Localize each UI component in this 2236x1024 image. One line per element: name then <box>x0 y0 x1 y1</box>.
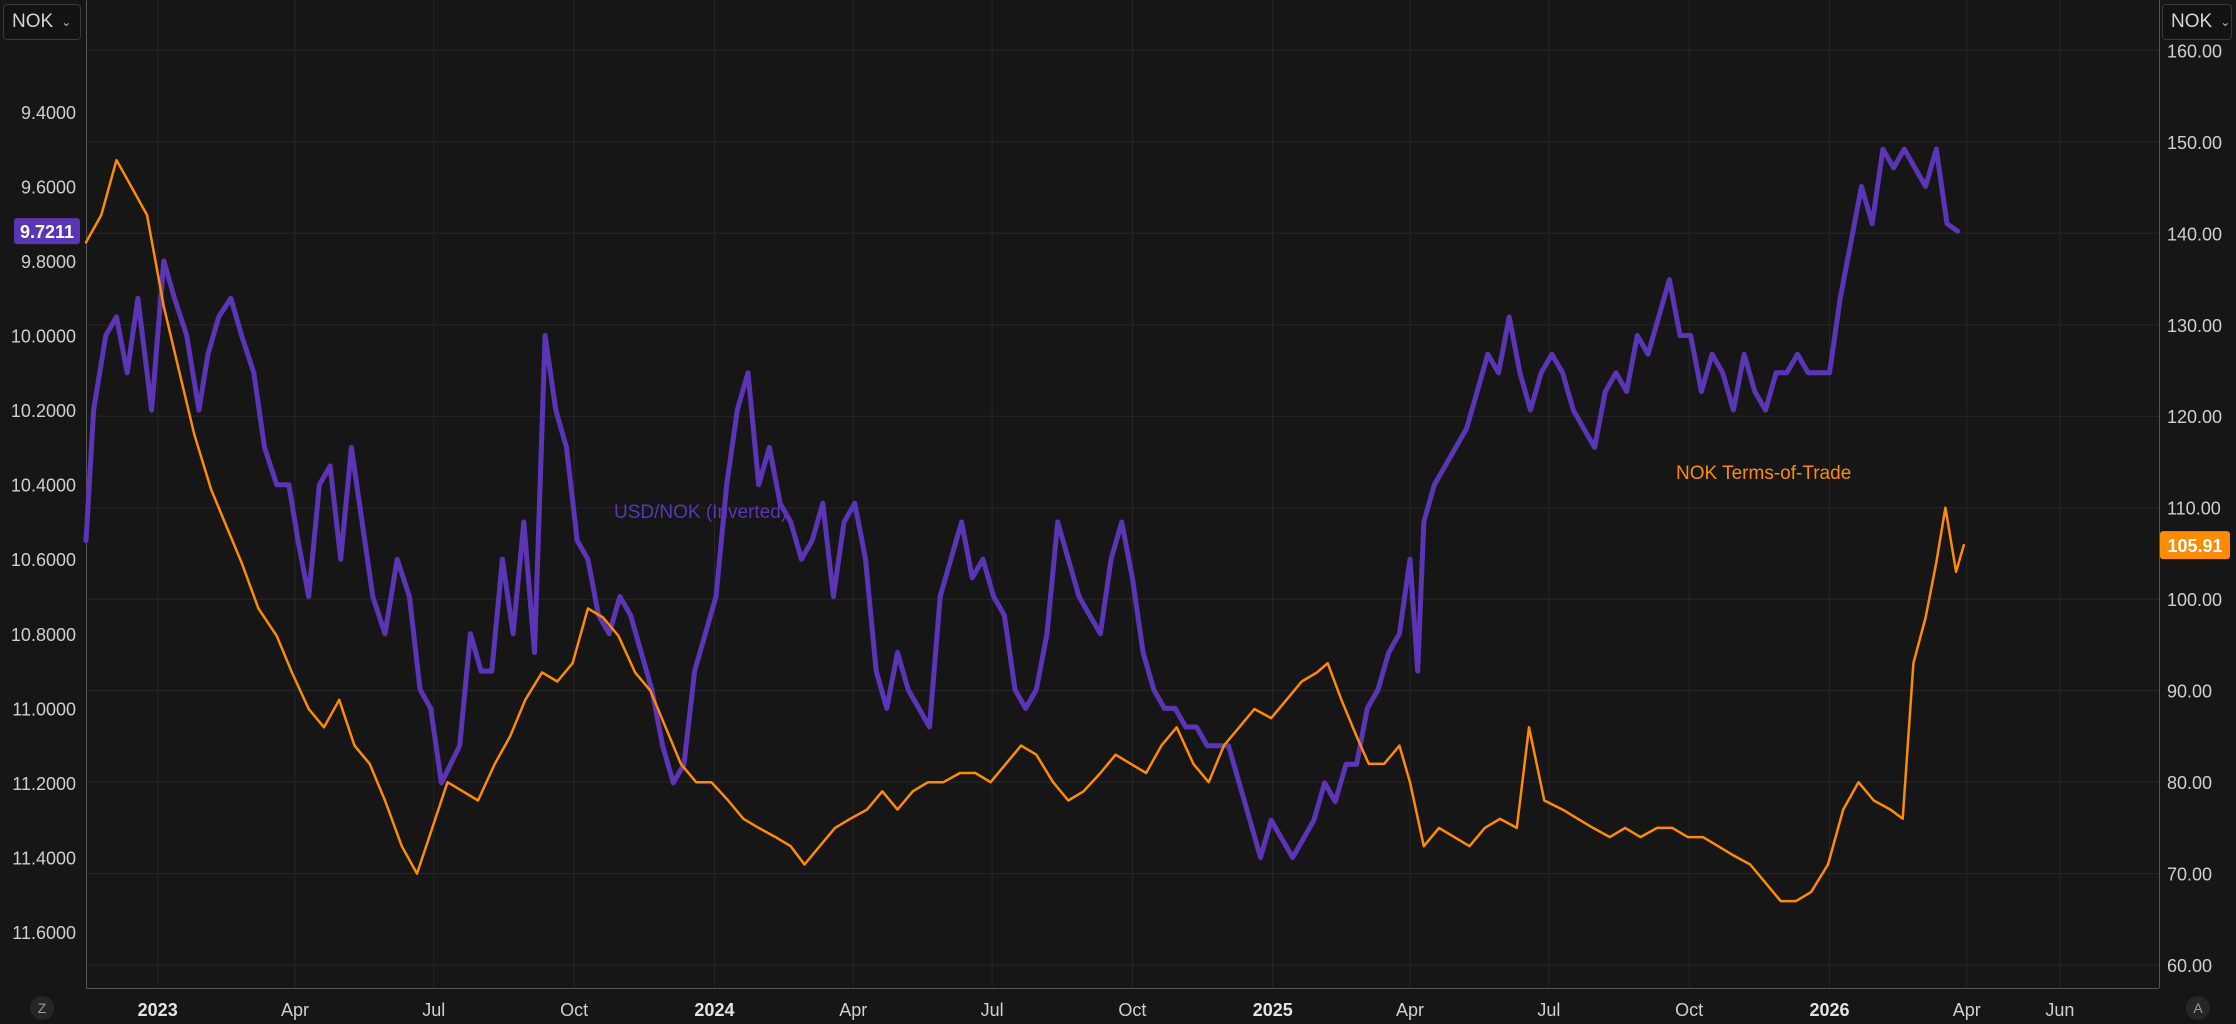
left-tick-label: 10.4000 <box>11 476 76 496</box>
x-tick-label: 2025 <box>1253 1000 1293 1020</box>
x-tick-label: Jul <box>981 1000 1004 1020</box>
left-tick-label: 9.6000 <box>21 177 76 197</box>
auto-scale-button[interactable]: A <box>2186 996 2210 1020</box>
left-tick-label: 10.0000 <box>11 327 76 347</box>
right-tick-label: 130.00 <box>2167 316 2222 336</box>
left-scale-button[interactable]: NOK ⌄ <box>3 4 81 40</box>
auto-scale-label: A <box>2193 1000 2203 1016</box>
right-tick-label: 140.00 <box>2167 224 2222 244</box>
left-tick-label: 11.4000 <box>12 849 76 869</box>
x-tick-label: Oct <box>1118 1000 1146 1020</box>
x-tick-label: Jul <box>1537 1000 1560 1020</box>
last-value-right: 105.91 <box>2167 536 2222 556</box>
left-tick-label: 10.2000 <box>11 401 76 421</box>
right-tick-label: 80.00 <box>2167 773 2212 793</box>
right-tick-label: 110.00 <box>2167 499 2221 519</box>
left-tick-label: 9.8000 <box>21 252 76 272</box>
last-value-badge-left <box>14 218 80 245</box>
x-tick-label: Jun <box>2045 1000 2074 1020</box>
right-tick-label: 120.00 <box>2167 407 2222 427</box>
series-name-usdnok: USD/NOK (Inverted) <box>614 502 787 523</box>
x-tick-label: Apr <box>281 1000 309 1020</box>
left-tick-label: 10.6000 <box>11 550 76 570</box>
x-tick-label: Apr <box>1396 1000 1424 1020</box>
right-tick-label: 150.00 <box>2167 133 2222 153</box>
right-tick-label: 70.00 <box>2167 865 2212 885</box>
x-tick-label: Apr <box>839 1000 867 1020</box>
zoom-reset-button[interactable]: Z <box>30 996 54 1020</box>
right-tick-label: 100.00 <box>2167 590 2222 610</box>
chevron-down-icon: ⌄ <box>61 15 72 29</box>
last-value-left: 9.7211 <box>20 222 74 242</box>
left-tick-label: 11.0000 <box>12 699 76 719</box>
left-tick-label: 11.2000 <box>12 774 76 794</box>
x-tick-label: 2026 <box>1809 1000 1849 1020</box>
series-line-usdnok <box>83 146 1961 860</box>
x-tick-label: Oct <box>1675 1000 1703 1020</box>
zoom-reset-label: Z <box>37 1000 47 1016</box>
last-value-badge-right <box>2160 531 2230 560</box>
left-tick-label: 9.4000 <box>21 103 76 123</box>
x-tick-label: 2023 <box>138 1000 178 1020</box>
right-scale-button[interactable]: NOK ⌄ <box>2162 4 2232 40</box>
right-tick-label: 90.00 <box>2167 682 2212 702</box>
left-tick-label: 10.8000 <box>11 625 76 645</box>
right-scale-label: NOK <box>2171 11 2213 32</box>
x-tick-label: Oct <box>560 1000 588 1020</box>
right-tick-label: 160.00 <box>2167 41 2222 61</box>
x-tick-label: Jul <box>422 1000 445 1020</box>
x-tick-label: 2024 <box>694 1000 734 1020</box>
series-name-terms-of-trade: NOK Terms-of-Trade <box>1676 463 1851 484</box>
chevron-down-icon: ⌄ <box>2220 15 2231 29</box>
x-tick-label: Apr <box>1953 1000 1981 1020</box>
left-scale-label: NOK <box>12 11 54 32</box>
right-tick-label: 60.00 <box>2167 956 2212 976</box>
left-tick-label: 11.6000 <box>12 923 76 943</box>
